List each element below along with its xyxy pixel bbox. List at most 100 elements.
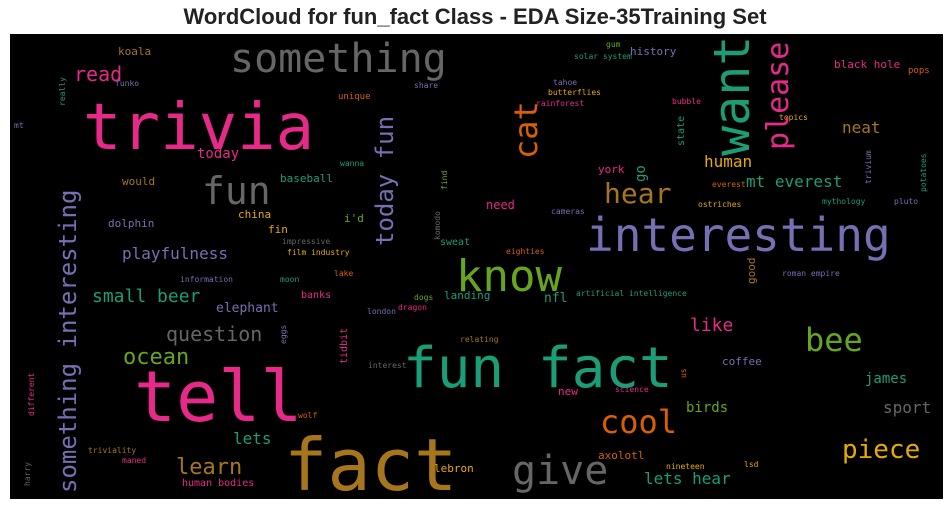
word: pops bbox=[908, 66, 930, 76]
word: dogs bbox=[414, 293, 434, 302]
word: piece bbox=[842, 435, 921, 465]
word-cloud: trivia something fun tell fact fun fact … bbox=[10, 34, 943, 499]
word: find bbox=[440, 170, 449, 190]
word: komodo bbox=[433, 211, 442, 240]
word: give bbox=[512, 448, 609, 494]
word: trivia bbox=[83, 91, 315, 165]
word: james bbox=[865, 371, 908, 387]
word: koala bbox=[118, 45, 152, 58]
word: potatoes bbox=[919, 153, 928, 192]
word: birds bbox=[686, 400, 729, 416]
word: trivium bbox=[864, 150, 873, 184]
word: unique bbox=[338, 92, 371, 102]
word: today bbox=[197, 146, 240, 162]
word: ocean bbox=[123, 345, 190, 370]
word: topics bbox=[779, 113, 808, 122]
word: interesting bbox=[586, 208, 891, 262]
word: wanna bbox=[340, 159, 365, 168]
word: banks bbox=[301, 290, 332, 301]
word: good bbox=[745, 257, 758, 285]
word: cool bbox=[600, 403, 678, 441]
word: china bbox=[238, 208, 272, 221]
word: question bbox=[166, 322, 263, 346]
word: wolf bbox=[298, 411, 318, 420]
word: interest bbox=[368, 361, 407, 370]
word: us bbox=[679, 368, 688, 378]
word: lake bbox=[334, 269, 354, 278]
word: human bbox=[704, 152, 753, 171]
word: share bbox=[414, 81, 439, 90]
word: fun bbox=[202, 169, 271, 213]
word: nfl bbox=[544, 291, 568, 306]
word: hear bbox=[604, 177, 672, 210]
word: axolotl bbox=[598, 449, 645, 462]
word: want bbox=[703, 35, 761, 156]
word: would bbox=[122, 175, 156, 188]
word: funko bbox=[115, 79, 140, 88]
word: ostriches bbox=[698, 200, 742, 209]
word: something interesting bbox=[54, 189, 82, 493]
word: york bbox=[598, 163, 625, 176]
word: rainforest bbox=[536, 99, 585, 108]
word: butterflies bbox=[548, 88, 601, 97]
chart-title: WordCloud for fun_fact Class - EDA Size-… bbox=[183, 4, 767, 29]
word: london bbox=[367, 307, 396, 316]
word: moon bbox=[280, 275, 300, 284]
word: lebron bbox=[434, 462, 474, 475]
word: lets bbox=[233, 429, 272, 448]
word: mt bbox=[14, 121, 24, 130]
word: maned bbox=[122, 456, 147, 465]
word: really bbox=[58, 77, 67, 106]
word: triviality bbox=[88, 446, 137, 455]
word: sweat bbox=[440, 237, 471, 248]
word: eggs bbox=[279, 324, 288, 344]
word: something bbox=[230, 36, 447, 82]
word: go bbox=[633, 165, 649, 182]
word: relating bbox=[460, 335, 499, 344]
word: state bbox=[676, 115, 687, 146]
word: i'd bbox=[344, 212, 364, 225]
word: learn bbox=[176, 455, 243, 480]
word: read bbox=[74, 62, 123, 86]
word: human bodies bbox=[182, 478, 255, 489]
word: neat bbox=[842, 118, 881, 137]
word: elephant bbox=[216, 301, 279, 316]
word: know bbox=[456, 251, 562, 302]
word: landing bbox=[444, 289, 491, 302]
word: baseball bbox=[280, 172, 333, 185]
word: film industry bbox=[287, 248, 350, 257]
word: everest bbox=[712, 180, 746, 189]
word: solar system bbox=[574, 52, 632, 61]
word: pluto bbox=[894, 197, 919, 206]
word: black hole bbox=[834, 58, 901, 71]
word: information bbox=[180, 275, 233, 284]
word: today fun bbox=[371, 115, 399, 246]
word: bubble bbox=[672, 97, 701, 106]
word: dragon bbox=[398, 303, 427, 312]
word: lets hear bbox=[644, 469, 731, 488]
word: new bbox=[558, 385, 578, 398]
word: artificial intelligence bbox=[576, 289, 687, 298]
word: impressive bbox=[282, 237, 331, 246]
word: different bbox=[27, 372, 36, 416]
word: harry bbox=[23, 461, 32, 486]
word: gum bbox=[606, 40, 621, 49]
word: nineteen bbox=[666, 462, 705, 471]
word: fin bbox=[268, 223, 288, 236]
word: need bbox=[486, 198, 515, 212]
word: bee bbox=[805, 321, 863, 359]
word: playfulness bbox=[122, 244, 228, 263]
word: cat bbox=[507, 101, 545, 159]
word: science bbox=[615, 385, 649, 394]
word: sport bbox=[883, 398, 932, 417]
word: tidbit bbox=[339, 327, 350, 364]
word: cameras bbox=[551, 207, 585, 216]
word: mythology bbox=[822, 197, 866, 206]
word: dolphin bbox=[108, 217, 155, 230]
word: please bbox=[761, 41, 796, 150]
word: coffee bbox=[722, 355, 762, 368]
word: mt everest bbox=[746, 172, 843, 191]
word: eighties bbox=[506, 247, 545, 256]
word: tahoe bbox=[553, 78, 578, 87]
word: lsd bbox=[744, 460, 759, 469]
